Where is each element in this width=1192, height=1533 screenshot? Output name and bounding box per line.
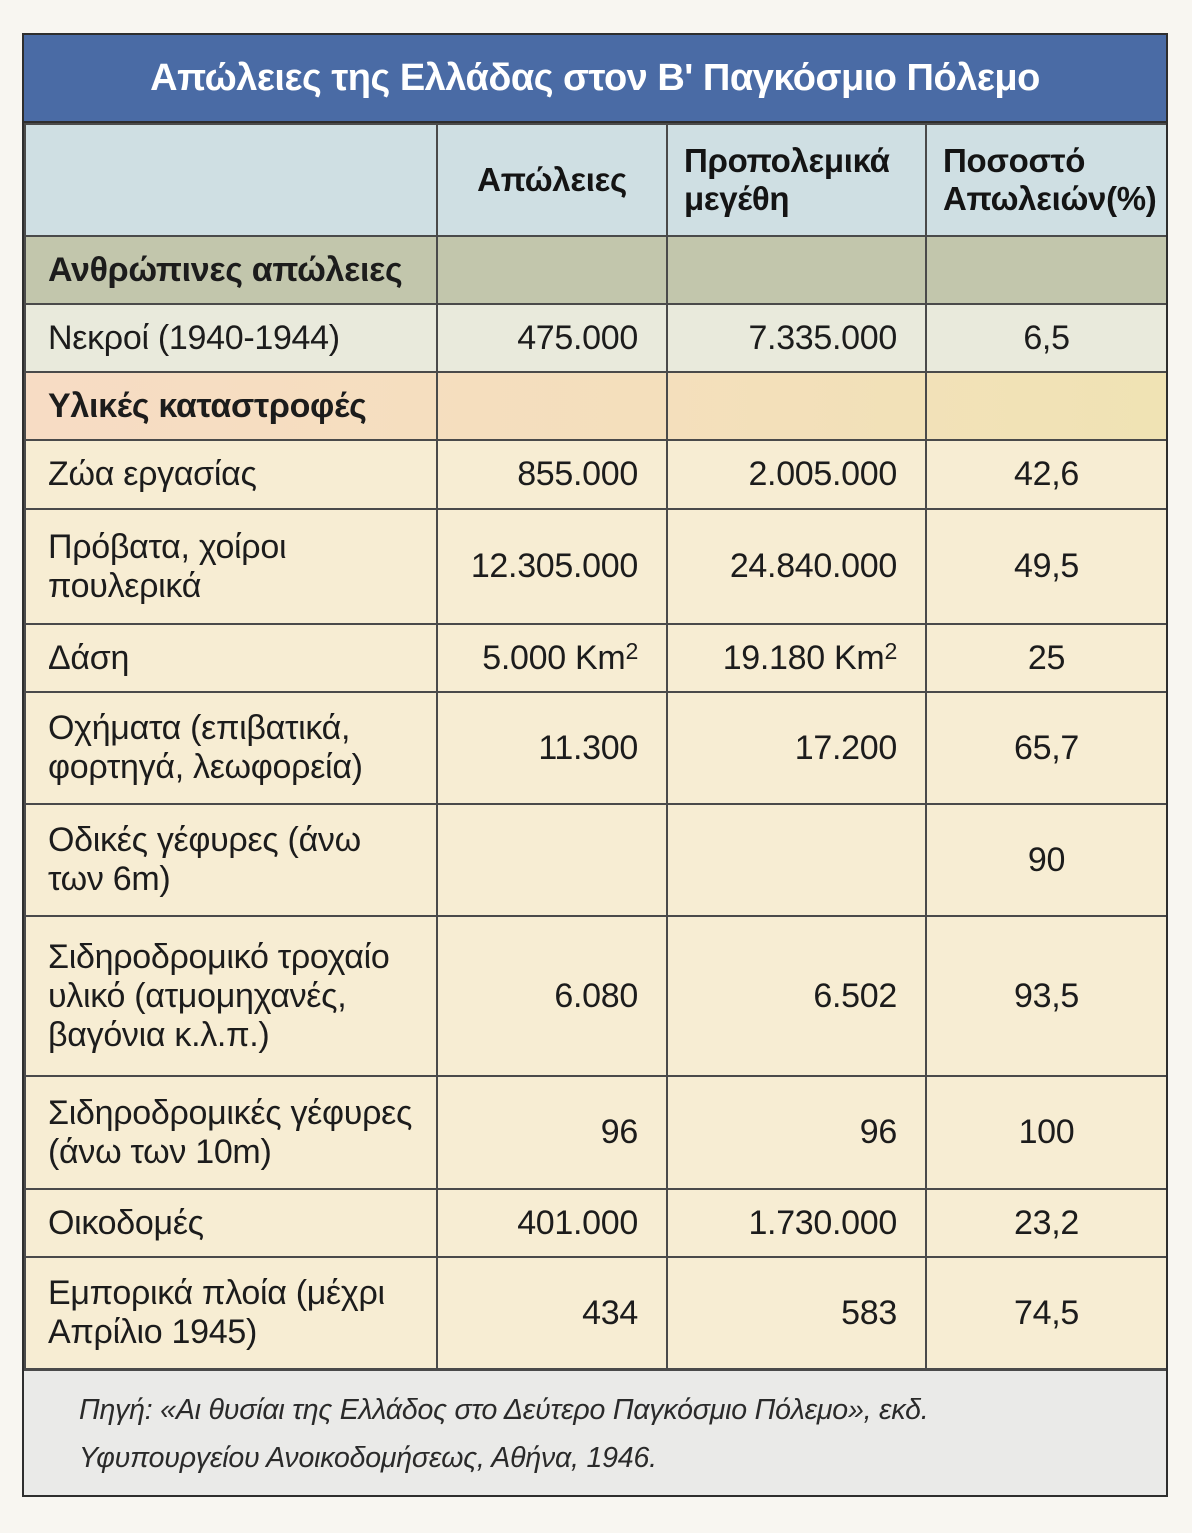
prewar-cell: 24.840.000 [666, 508, 927, 625]
table-title: Απώλειες της Ελλάδας στον Β' Παγκόσμιο Π… [150, 56, 1040, 99]
losses-cell: 434 [436, 1256, 668, 1370]
section-label: Υλικές καταστροφές [24, 371, 438, 441]
header-empty-cell [24, 123, 438, 237]
table-row: Οχήματα (επιβατικά, φορτηγά, λεωφορεία) … [24, 691, 1166, 805]
percent-cell: 74,5 [925, 1256, 1166, 1370]
source-note: Πηγή: «Αι θυσίαι της Ελλάδος στο Δεύτερο… [24, 1370, 1166, 1495]
table-row: Οικοδομές 401.000 1.730.000 23,2 [24, 1188, 1166, 1258]
empty-cell [925, 235, 1166, 305]
table-row: Εμπορικά πλοία (μέχρι Απρίλιο 1945) 434 … [24, 1256, 1166, 1370]
table-title-bar: Απώλειες της Ελλάδας στον Β' Παγκόσμιο Π… [24, 35, 1166, 123]
superscript: 2 [884, 637, 897, 664]
table-row: Οδικές γέφυρες (άνω των 6m) 90 [24, 803, 1166, 917]
losses-cell: 6.080 [436, 915, 668, 1077]
losses-cell: 96 [436, 1075, 668, 1190]
table-frame: Απώλειες της Ελλάδας στον Β' Παγκόσμιο Π… [22, 33, 1168, 1497]
row-label-cell: Εμπορικά πλοία (μέχρι Απρίλιο 1945) [24, 1256, 438, 1370]
row-label-cell: Δάση [24, 623, 438, 693]
empty-cell [666, 235, 927, 305]
losses-cell: 855.000 [436, 439, 668, 510]
table-row: Ζώα εργασίας 855.000 2.005.000 42,6 [24, 439, 1166, 510]
row-label-cell: Οδικές γέφυρες (άνω των 6m) [24, 803, 438, 917]
table-row: Δάση 5.000 Km2 19.180 Km2 25 [24, 623, 1166, 693]
header-prewar: Προπολεμικά μεγέθη [666, 123, 927, 237]
percent-cell: 100 [925, 1075, 1166, 1190]
section-label: Ανθρώπινες απώλειες [24, 235, 438, 305]
percent-cell: 23,2 [925, 1188, 1166, 1258]
section-row-human-losses: Ανθρώπινες απώλειες [24, 235, 1166, 305]
source-text: Πηγή: «Αι θυσίαι της Ελλάδος στο Δεύτερο… [79, 1394, 929, 1474]
losses-cell: 5.000 Km2 [436, 623, 668, 693]
empty-cell [436, 235, 668, 305]
table-row: Νεκροί (1940-1944) 475.000 7.335.000 6,5 [24, 303, 1166, 373]
percent-cell: 6,5 [925, 303, 1166, 373]
row-label-cell: Σιδηροδρομικές γέφυρες (άνω των 10m) [24, 1075, 438, 1190]
percent-cell: 65,7 [925, 691, 1166, 805]
row-label-cell: Σιδηροδρομικό τροχαίο υλικό (ατμομηχανές… [24, 915, 438, 1077]
prewar-cell: 6.502 [666, 915, 927, 1077]
row-label-cell: Οχήματα (επιβατικά, φορτηγά, λεωφορεία) [24, 691, 438, 805]
superscript: 2 [625, 637, 638, 664]
empty-cell [925, 371, 1166, 441]
prewar-cell: 19.180 Km2 [666, 623, 927, 693]
losses-cell [436, 803, 668, 917]
empty-cell [436, 371, 668, 441]
prewar-cell [666, 803, 927, 917]
prewar-cell: 17.200 [666, 691, 927, 805]
percent-cell: 93,5 [925, 915, 1166, 1077]
percent-cell: 90 [925, 803, 1166, 917]
losses-value: 5.000 Km [482, 638, 626, 677]
table-row: Πρόβατα, χοίροι πουλερικά 12.305.000 24.… [24, 508, 1166, 625]
losses-cell: 12.305.000 [436, 508, 668, 625]
prewar-cell: 7.335.000 [666, 303, 927, 373]
table-row: Σιδηροδρομικό τροχαίο υλικό (ατμομηχανές… [24, 915, 1166, 1077]
row-label-cell: Πρόβατα, χοίροι πουλερικά [24, 508, 438, 625]
percent-cell: 42,6 [925, 439, 1166, 510]
header-percent: Ποσοστό Απωλειών(%) [925, 123, 1166, 237]
prewar-value: 19.180 Km [722, 638, 885, 677]
header-losses: Απώλειες [436, 123, 668, 237]
losses-table: Απώλειες Προπολεμικά μεγέθη Ποσοστό Απωλ… [24, 123, 1166, 1370]
prewar-cell: 583 [666, 1256, 927, 1370]
row-label-cell: Οικοδομές [24, 1188, 438, 1258]
section-row-material-damage: Υλικές καταστροφές [24, 371, 1166, 441]
row-label-cell: Νεκροί (1940-1944) [24, 303, 438, 373]
row-label-cell: Ζώα εργασίας [24, 439, 438, 510]
percent-cell: 49,5 [925, 508, 1166, 625]
losses-cell: 401.000 [436, 1188, 668, 1258]
losses-cell: 11.300 [436, 691, 668, 805]
percent-cell: 25 [925, 623, 1166, 693]
prewar-cell: 1.730.000 [666, 1188, 927, 1258]
losses-cell: 475.000 [436, 303, 668, 373]
prewar-cell: 2.005.000 [666, 439, 927, 510]
column-header-row: Απώλειες Προπολεμικά μεγέθη Ποσοστό Απωλ… [24, 123, 1166, 237]
empty-cell [666, 371, 927, 441]
table-row: Σιδηροδρομικές γέφυρες (άνω των 10m) 96 … [24, 1075, 1166, 1190]
prewar-cell: 96 [666, 1075, 927, 1190]
